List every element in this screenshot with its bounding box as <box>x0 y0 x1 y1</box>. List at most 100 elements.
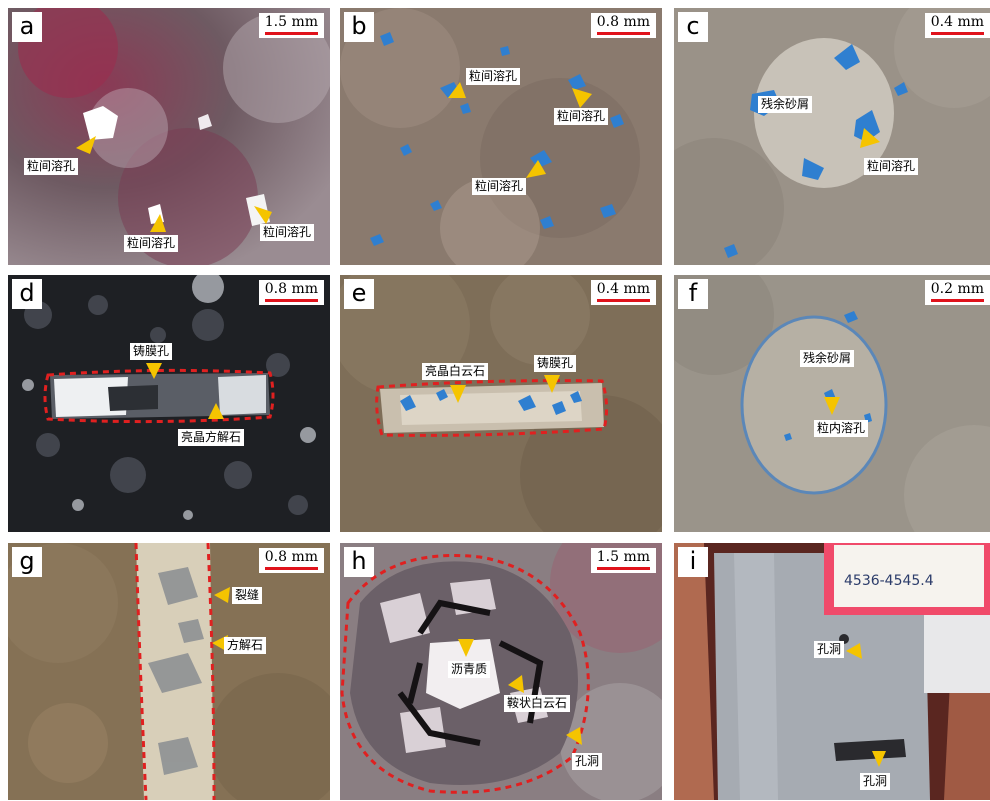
scale-line <box>596 299 650 302</box>
scale-line <box>596 32 650 35</box>
panel-g: g 0.8 mm 裂缝 方解石 <box>8 543 330 800</box>
annotation-label: 粒间溶孔 <box>260 224 315 241</box>
scale-label: 0.2 mm <box>930 281 984 297</box>
annotation-label: 孔洞 <box>860 773 891 790</box>
scale-bar: 1.5 mm <box>590 548 656 573</box>
dashed-outline <box>134 543 148 800</box>
core-photo-i <box>674 543 990 800</box>
outline-h <box>340 553 590 794</box>
panel-letter: c <box>678 12 708 42</box>
core-tag-text: 4536-4545.4 <box>844 573 934 589</box>
annotation-label: 方解石 <box>224 637 267 654</box>
arrow-pointer-icon <box>146 363 162 379</box>
scale-line <box>264 567 318 570</box>
outline-g <box>134 543 230 800</box>
panel-h: h 1.5 mm 沥青质 鞍状白云石 孔洞 <box>340 543 662 800</box>
annotation-label: 沥青质 <box>448 661 491 678</box>
panel-a: a 1.5 mm 粒间溶孔 粒间溶孔 粒间溶孔 <box>8 8 330 265</box>
outline-d <box>43 363 275 424</box>
scale-label: 0.8 mm <box>596 14 650 30</box>
scale-label: 1.5 mm <box>264 14 318 30</box>
dashed-outline <box>206 543 216 800</box>
arrow-pointer-icon <box>572 88 592 108</box>
arrow-pointer-icon <box>450 385 466 403</box>
panel-letter: d <box>12 279 42 309</box>
annotation-label: 亮晶白云石 <box>422 363 489 380</box>
annotation-label: 亮晶方解石 <box>178 429 245 446</box>
arrow-pointer-icon <box>508 675 524 693</box>
arrow-pointer-icon <box>208 403 224 419</box>
panel-letter: f <box>678 279 708 309</box>
scale-bar: 0.4 mm <box>590 280 656 305</box>
annotation-label: 裂缝 <box>232 587 263 604</box>
panel-letter: i <box>678 547 708 577</box>
arrow-pointer-icon <box>214 587 230 603</box>
annotation-label: 鞍状白云石 <box>504 695 571 712</box>
arrow-pointer-icon <box>76 136 96 154</box>
panel-letter: a <box>12 12 42 42</box>
arrow-pointer-icon <box>824 397 840 415</box>
panel-letter: g <box>12 547 42 577</box>
micrograph-d <box>8 275 330 532</box>
annotation-label: 粒间溶孔 <box>472 178 527 195</box>
dashed-outline <box>43 368 275 424</box>
arrow-pointer-icon <box>544 375 560 393</box>
arrows-b <box>448 82 592 178</box>
arrow-pointer-icon <box>872 751 886 767</box>
arrow-pointer-icon <box>860 128 880 148</box>
arrow-pointer-icon <box>566 727 582 745</box>
scale-bar: 0.4 mm <box>924 13 990 38</box>
annotation-label: 孔洞 <box>814 641 845 658</box>
annotation-label: 粒间溶孔 <box>466 68 521 85</box>
scale-label: 0.8 mm <box>264 281 318 297</box>
scale-bar: 0.8 mm <box>258 280 324 305</box>
scale-bar: 0.8 mm <box>590 13 656 38</box>
scale-line <box>930 299 984 302</box>
micrograph-a <box>8 8 330 265</box>
panel-e: e 0.4 mm 亮晶白云石 铸膜孔 <box>340 275 662 532</box>
micrograph-b <box>340 8 662 265</box>
arrows-c <box>860 128 880 148</box>
scale-bar: 0.8 mm <box>258 548 324 573</box>
panel-letter: e <box>344 279 374 309</box>
annotation-label: 粒间溶孔 <box>124 235 179 252</box>
annotation-label: 粒间溶孔 <box>864 158 919 175</box>
annotation-label: 残余砂屑 <box>800 350 855 367</box>
scale-bar: 0.2 mm <box>924 280 990 305</box>
micrograph-g <box>8 543 330 800</box>
panel-letter: b <box>344 12 374 42</box>
dashed-outline <box>340 553 590 794</box>
scale-label: 0.8 mm <box>264 549 318 565</box>
panel-b: b 0.8 mm 粒间溶孔 粒间溶孔 粒间溶孔 <box>340 8 662 265</box>
panel-f: f 0.2 mm 残余砂屑 粒内溶孔 <box>674 275 990 532</box>
arrows-f <box>824 397 840 415</box>
annotation-label: 铸膜孔 <box>130 343 173 360</box>
arrow-pointer-icon <box>846 643 862 659</box>
panel-d: d 0.8 mm 铸膜孔 亮晶方解石 <box>8 275 330 532</box>
scale-line <box>264 32 318 35</box>
outline-e <box>375 375 609 437</box>
scale-bar: 1.5 mm <box>258 13 324 38</box>
panel-letter: h <box>344 547 374 577</box>
annotation-label: 孔洞 <box>572 753 603 770</box>
annotation-label: 粒间溶孔 <box>24 158 79 175</box>
scale-label: 1.5 mm <box>596 549 650 565</box>
arrow-pointer-icon <box>448 82 466 98</box>
arrow-pointer-icon <box>150 214 166 232</box>
arrow-pointer-icon <box>254 206 272 224</box>
arrows-i <box>846 643 886 767</box>
dashed-outline <box>375 379 609 437</box>
scale-line <box>264 299 318 302</box>
arrows-a <box>76 136 272 232</box>
panel-c: c 0.4 mm 残余砂屑 粒间溶孔 <box>674 8 990 265</box>
panel-i: i 4536-4545.4 孔洞 孔洞 <box>674 543 990 800</box>
annotation-label: 粒间溶孔 <box>554 108 609 125</box>
annotation-label: 铸膜孔 <box>534 355 577 372</box>
annotation-label: 粒内溶孔 <box>814 420 869 437</box>
scale-label: 0.4 mm <box>596 281 650 297</box>
arrow-pointer-icon <box>526 160 546 178</box>
scale-line <box>930 32 984 35</box>
scale-label: 0.4 mm <box>930 14 984 30</box>
annotation-label: 残余砂屑 <box>758 96 813 113</box>
scale-line <box>596 567 650 570</box>
